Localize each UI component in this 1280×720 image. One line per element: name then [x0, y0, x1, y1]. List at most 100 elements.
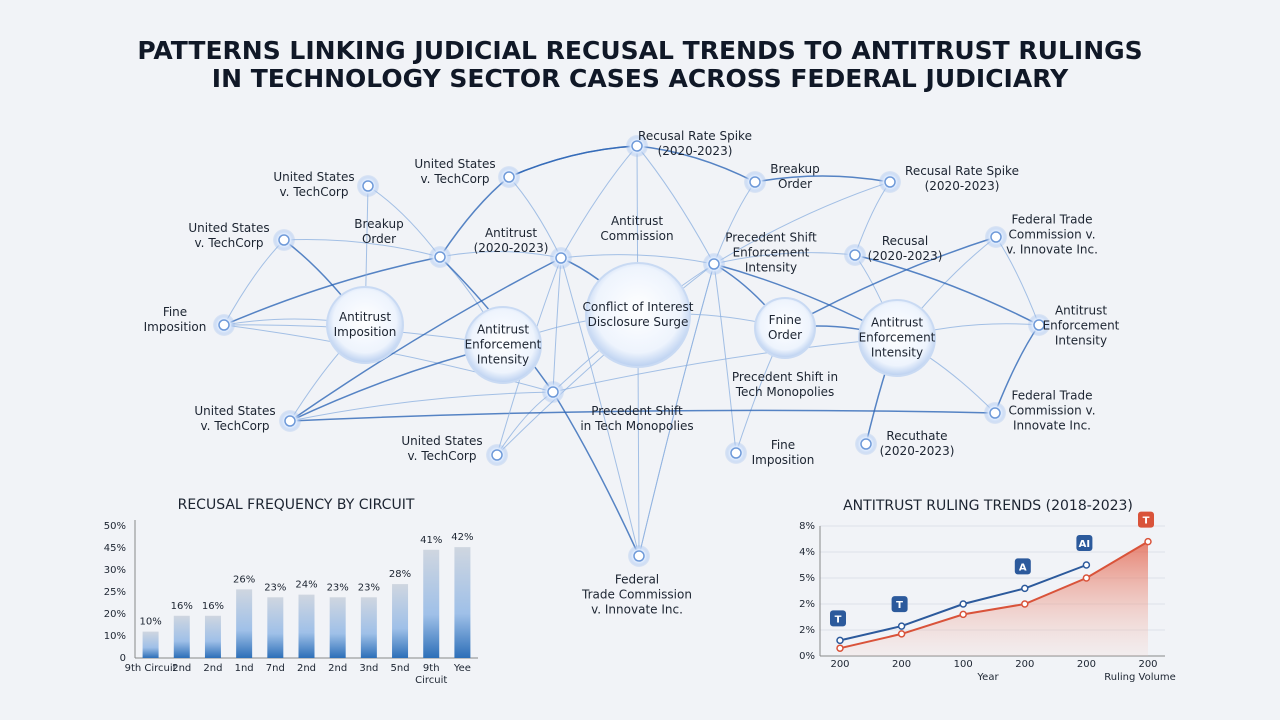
edge [713, 252, 856, 265]
node-label: v. TechCorp [280, 185, 349, 199]
value-label: 26% [233, 574, 255, 585]
hub-label: Antitrust [871, 316, 923, 330]
marker-label: T [896, 600, 903, 611]
x-tick-label: 1nd [235, 663, 254, 674]
node-label: v. TechCorp [201, 419, 270, 433]
bar [392, 584, 409, 658]
bar [173, 615, 190, 658]
hub-label: Antitrust [477, 323, 529, 337]
point [836, 636, 844, 645]
node-label: Antitrust [485, 226, 537, 240]
hub-label: Fnine [769, 313, 802, 327]
y-tick-label: 2% [799, 625, 815, 636]
value-label: 24% [295, 580, 317, 591]
bar [267, 597, 284, 658]
hub-label: Conflict of Interest [583, 300, 694, 314]
node-label: Order [778, 177, 812, 191]
node-label: Breakup [770, 162, 819, 176]
y-tick-label: 2% [799, 599, 815, 610]
x-tick-label: 5nd [391, 663, 410, 674]
y-tick-label: 4% [799, 547, 815, 558]
node-label: Commission v. [1008, 404, 1095, 418]
node-label: Federal Trade [1012, 389, 1093, 403]
node-label: Fine [771, 438, 795, 452]
node [362, 180, 374, 192]
point [836, 644, 844, 652]
node [434, 251, 446, 263]
node-label: v. TechCorp [195, 236, 264, 250]
edge [552, 337, 898, 393]
y-tick-label: 5% [799, 573, 815, 584]
edge [289, 257, 562, 422]
x-tick-label: Circuit [415, 675, 447, 686]
floating-label: Precedent Shift in [732, 370, 838, 384]
hub [754, 297, 816, 359]
edge [289, 391, 554, 422]
edge [713, 263, 737, 454]
node-label: Imposition [144, 320, 207, 334]
x-axis-title: Year [976, 672, 999, 683]
node-label: (2020-2023) [880, 444, 955, 458]
y-tick-label: 0% [799, 651, 815, 662]
marker-badge [830, 610, 846, 627]
point [1021, 584, 1029, 593]
edge [552, 391, 640, 557]
point [897, 630, 906, 638]
bar [423, 549, 440, 658]
bar [454, 547, 471, 658]
node-label: Antitrust [1055, 304, 1107, 318]
line [839, 540, 1149, 650]
value-label: 10% [139, 617, 161, 628]
edge [636, 145, 715, 265]
y-tick-label: 20% [104, 609, 126, 620]
hub-label: Imposition [334, 325, 397, 339]
edge [508, 145, 638, 178]
value-label: 42% [451, 532, 473, 543]
hub-label: Antitrust [339, 310, 391, 324]
value-label: 16% [202, 601, 224, 612]
title-line: IN TECHNOLOGY SECTOR CASES ACROSS FEDERA… [212, 64, 1069, 93]
node-label: Precedent Shift [591, 404, 683, 418]
value-label: 41% [420, 535, 442, 546]
node-label: United States [414, 157, 495, 171]
edge [289, 409, 996, 422]
point [1144, 537, 1152, 546]
hub [585, 262, 691, 368]
value-label: 23% [358, 582, 380, 593]
y-tick-label: 10% [104, 631, 126, 642]
node [990, 231, 1002, 243]
node [730, 447, 742, 459]
node-label: Recusal Rate Spike [905, 164, 1019, 178]
node-label: Order [362, 232, 396, 246]
node-label: Recusal Rate Spike [638, 129, 752, 143]
x-tick-label: 9th Circuit [125, 663, 177, 674]
node-label: Imposition [752, 453, 815, 467]
bar [329, 597, 346, 658]
node [278, 234, 290, 246]
node-label: v. Innovate Inc. [1006, 243, 1098, 257]
edge [560, 254, 715, 265]
x-tick-label: 7nd [266, 663, 285, 674]
node-label: v. Innovate Inc. [591, 603, 683, 617]
value-label: 16% [171, 601, 193, 612]
y-tick-label: 45% [104, 543, 126, 554]
floating-label: Tech Monopolies [735, 385, 835, 399]
node-label: Federal Trade [1012, 213, 1093, 227]
node [1033, 319, 1045, 331]
title-line: PATTERNS LINKING JUDICIAL RECUSAL TRENDS… [137, 36, 1142, 65]
hub [464, 306, 542, 384]
edge [638, 263, 715, 557]
bar [360, 597, 377, 658]
x-tick-label: 2nd [172, 663, 191, 674]
x-tick-label: 200 [1015, 659, 1034, 670]
hub [858, 299, 936, 377]
node-label: Enforcement [733, 246, 810, 260]
node [503, 171, 515, 183]
edge [636, 145, 756, 183]
node [547, 386, 559, 398]
hub-label: Order [768, 328, 802, 342]
edge [223, 256, 441, 326]
x-tick-label: Yee [453, 663, 471, 674]
